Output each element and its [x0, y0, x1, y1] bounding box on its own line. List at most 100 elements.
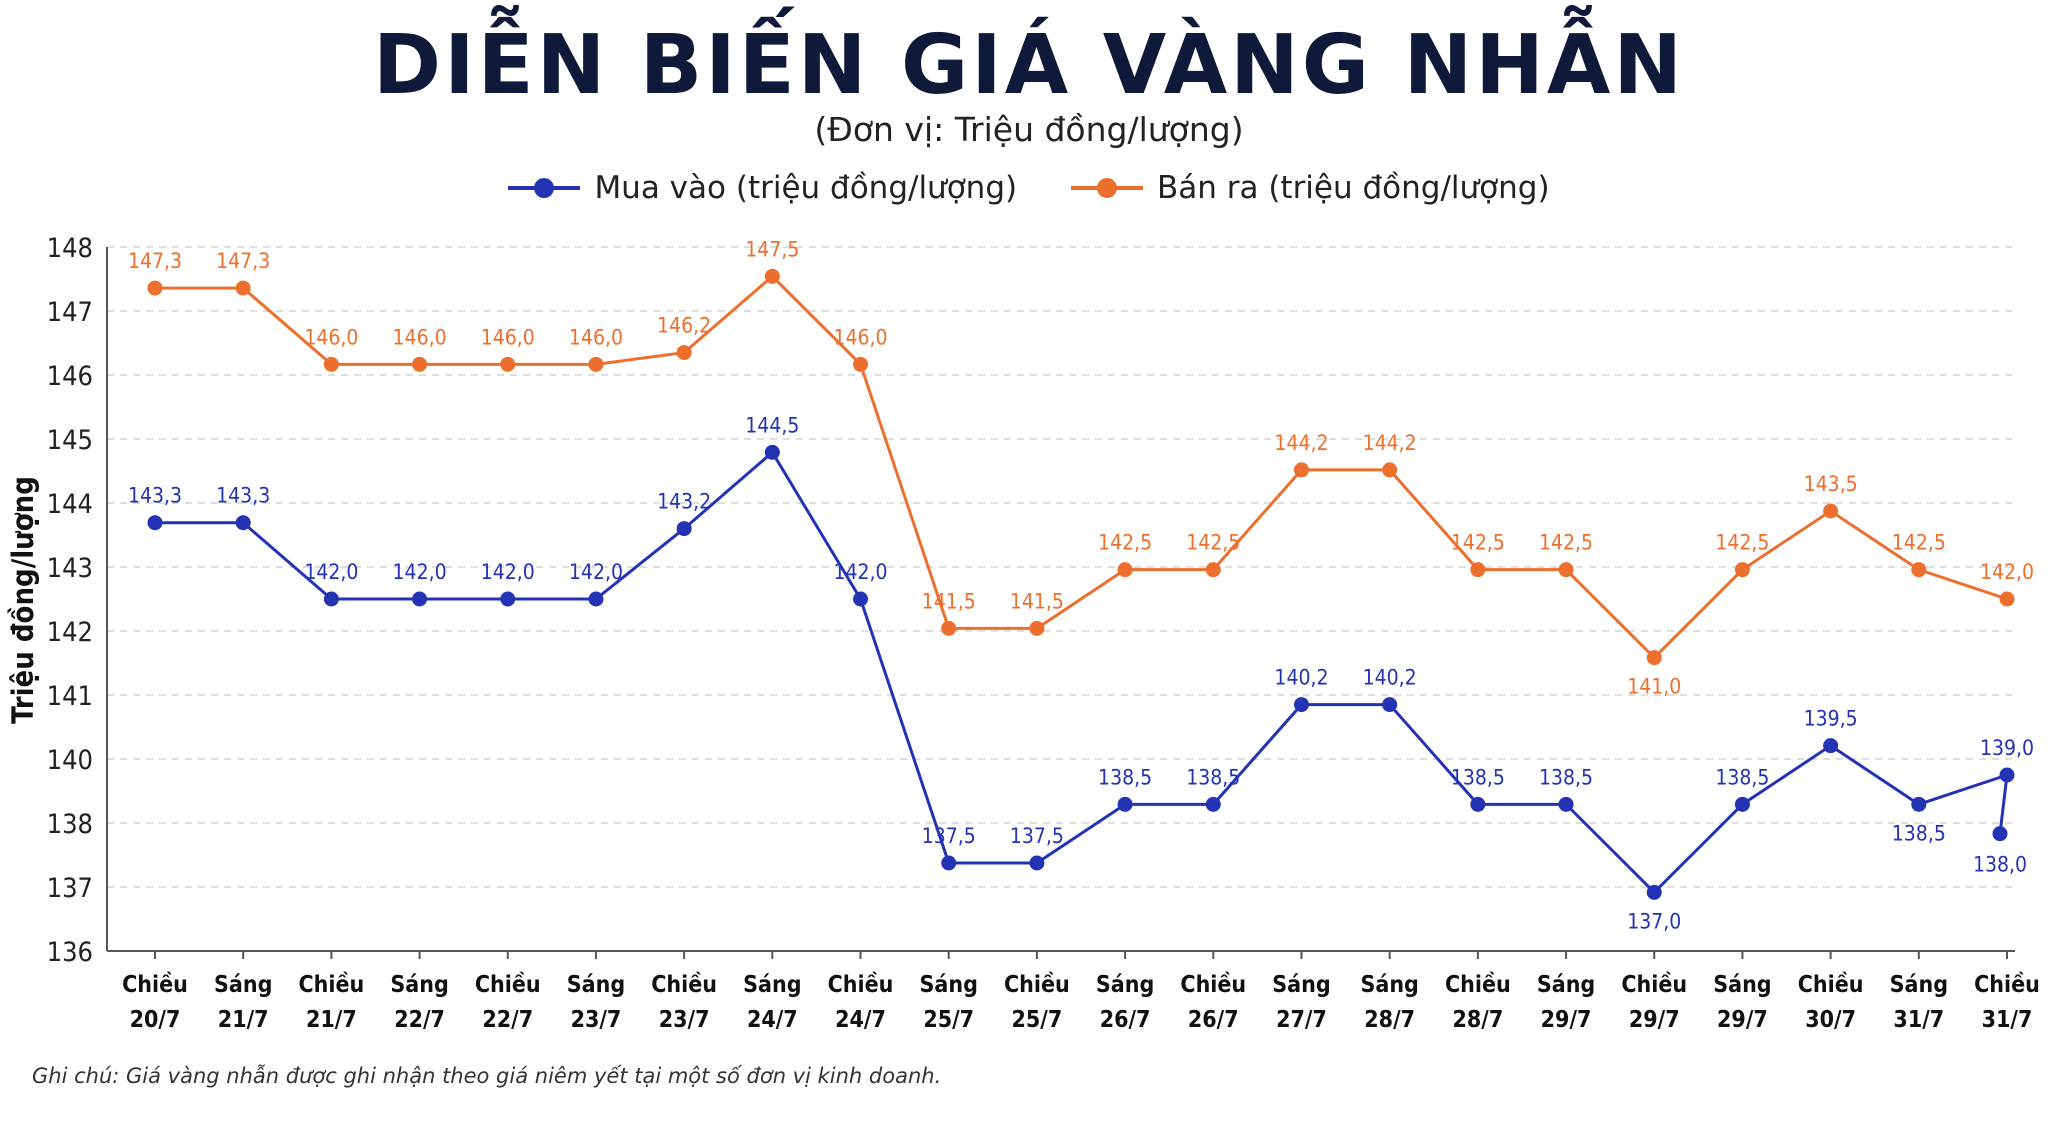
data-label: 138,5: [1539, 765, 1593, 789]
data-point: [1558, 562, 1574, 578]
data-label: 142,5: [1539, 531, 1593, 555]
data-point: [853, 356, 869, 372]
x-tick-label-date: 21/7: [218, 1007, 269, 1033]
x-tick-label-session: Sáng: [1890, 972, 1948, 998]
data-label: 142,5: [1186, 531, 1240, 555]
data-label: 144,5: [745, 413, 799, 437]
x-tick-label-date: 23/7: [571, 1007, 622, 1033]
x-tick-label-session: Sáng: [920, 972, 978, 998]
series-line-sell: [155, 274, 2008, 660]
data-point: [853, 591, 869, 607]
data-point: [1029, 620, 1045, 636]
y-tick-label: 146: [47, 361, 93, 392]
data-label: 146,0: [481, 325, 535, 349]
legend-item-buy: Mua vào (triệu đồng/lượng): [508, 170, 1017, 206]
x-tick-label-session: Sáng: [1272, 972, 1330, 998]
chart-subtitle: (Đơn vị: Triệu đồng/lượng): [814, 110, 1244, 149]
data-label: 143,3: [216, 484, 270, 508]
x-tick-label-date: 28/7: [1364, 1007, 1415, 1033]
x-tick-label-session: Chiều: [1798, 971, 1864, 998]
data-point: [1117, 796, 1133, 812]
data-point: [764, 268, 780, 284]
x-tick-label-session: Chiều: [122, 971, 188, 998]
legend-marker-buy: [508, 174, 581, 202]
data-label: 138,5: [1715, 765, 1769, 789]
data-point: [1382, 462, 1398, 478]
y-tick-label: 143: [47, 553, 93, 584]
y-axis-label: Triệu đồng/lượng: [6, 476, 40, 724]
data-point: [1293, 462, 1309, 478]
series-line-buy-end: [1998, 774, 2009, 834]
data-label: 147,3: [216, 249, 270, 273]
data-label: 146,0: [393, 325, 447, 349]
x-tick-label-date: 20/7: [130, 1007, 181, 1033]
x-tick-label-session: Chiều: [651, 971, 717, 998]
data-point: [1293, 697, 1309, 713]
x-tick-label-date: 22/7: [394, 1007, 445, 1033]
y-tick-label: 142: [47, 617, 93, 648]
data-point: [147, 280, 163, 296]
data-label: 138,5: [1451, 765, 1505, 789]
x-tick-label-date: 21/7: [306, 1007, 357, 1033]
data-point: [1911, 562, 1927, 578]
x-tick-label-session: Sáng: [567, 972, 625, 998]
x-tick-label-date: 30/7: [1805, 1007, 1856, 1033]
data-label: 142,0: [393, 560, 447, 584]
legend-marker-sell: [1070, 174, 1143, 202]
x-tick-label-session: Chiều: [1445, 971, 1511, 998]
data-point: [500, 356, 516, 372]
data-label: 144,2: [1363, 431, 1417, 455]
x-tick-label-session: Chiều: [298, 971, 364, 998]
series-line-buy: [155, 450, 2008, 895]
y-tick-label: 144: [47, 489, 93, 520]
data-label: 144,2: [1274, 431, 1328, 455]
data-point: [1646, 650, 1662, 666]
data-point: [412, 591, 428, 607]
x-tick-label-session: Sáng: [1360, 972, 1418, 998]
x-tick-label-session: Sáng: [1537, 972, 1595, 998]
data-point: [1117, 562, 1133, 578]
x-tick-label-date: 22/7: [482, 1007, 533, 1033]
data-label: 138,5: [1186, 765, 1240, 789]
x-tick-label-session: Sáng: [214, 972, 272, 998]
data-label: 141,5: [1010, 589, 1064, 613]
data-label: 143,5: [1804, 472, 1858, 496]
y-tick-label: 147: [47, 297, 93, 328]
data-label: 147,5: [745, 237, 799, 261]
data-point: [1823, 738, 1839, 754]
data-label: 142,0: [1980, 560, 2034, 584]
y-tick-label: 136: [47, 937, 93, 968]
data-label: 147,3: [128, 249, 182, 273]
data-point: [1470, 562, 1486, 578]
x-tick-label-session: Sáng: [1096, 972, 1154, 998]
data-label: 139,5: [1804, 707, 1858, 731]
y-tick-label: 141: [47, 681, 93, 712]
x-tick-label-session: Chiều: [1004, 971, 1070, 998]
x-tick-label-date: 26/7: [1100, 1007, 1151, 1033]
data-label: 146,0: [569, 325, 623, 349]
data-label: 142,0: [304, 560, 358, 584]
legend-label-sell: Bán ra (triệu đồng/lượng): [1156, 170, 1550, 206]
data-point: [1823, 503, 1839, 519]
data-label: 140,2: [1274, 666, 1328, 690]
data-point: [1470, 796, 1486, 812]
data-label: 142,5: [1451, 531, 1505, 555]
x-tick-label-date: 31/7: [1982, 1007, 2033, 1033]
x-tick-label-session: Chiều: [1974, 971, 2040, 998]
x-tick-label-date: 29/7: [1541, 1007, 1592, 1033]
y-tick-label: 148: [47, 233, 93, 264]
x-tick-label-session: Chiều: [1621, 971, 1687, 998]
data-label: 138,5: [1098, 765, 1152, 789]
data-label: 142,5: [1098, 531, 1152, 555]
x-tick-label-date: 25/7: [923, 1007, 974, 1033]
data-point: [147, 515, 163, 531]
data-point: [676, 521, 692, 537]
data-label: 142,0: [481, 560, 535, 584]
data-label: 137,0: [1627, 909, 1681, 933]
data-point: [941, 855, 957, 871]
data-point: [235, 515, 251, 531]
x-tick-label-session: Chiều: [1180, 971, 1246, 998]
data-label: 142,0: [569, 560, 623, 584]
x-tick-label-date: 31/7: [1893, 1007, 1944, 1033]
